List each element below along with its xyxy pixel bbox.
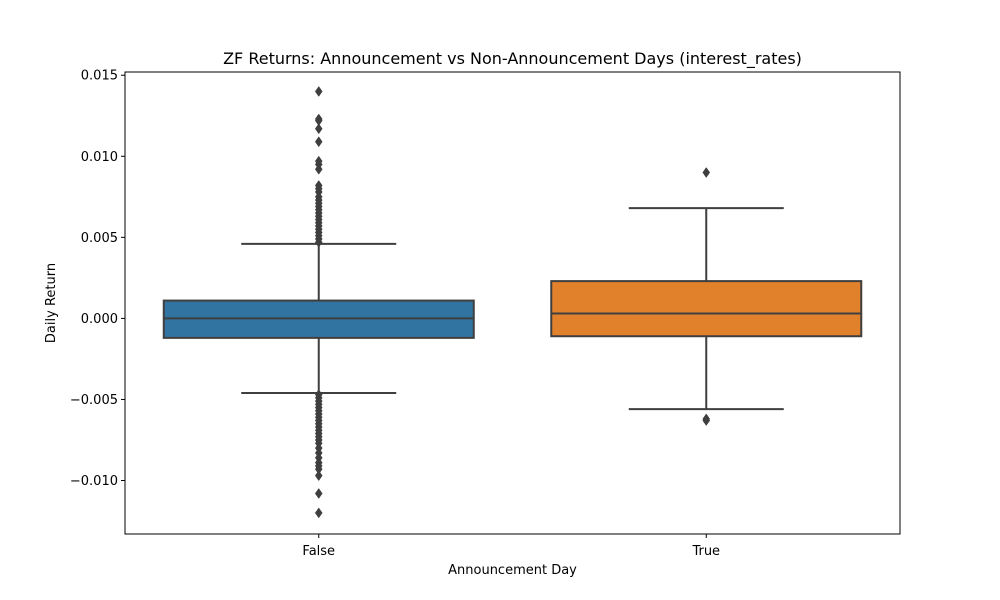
outlier-point — [314, 86, 323, 97]
y-tick-label: −0.005 — [70, 393, 118, 408]
outlier-point — [702, 415, 711, 426]
boxes-layer — [162, 86, 863, 519]
y-tick-label: 0.005 — [81, 231, 118, 246]
y-tick-label: 0.015 — [81, 69, 118, 84]
y-tick-label: −0.010 — [70, 474, 118, 489]
y-tick-label: 0.000 — [81, 312, 118, 327]
outlier-point — [702, 167, 711, 178]
outlier-point — [314, 470, 323, 482]
x-axis-label: Announcement Day — [448, 563, 577, 578]
outlier-point — [314, 163, 323, 175]
x-axis: False True — [302, 534, 720, 559]
outlier-point — [314, 136, 323, 148]
y-tick-label: 0.010 — [81, 150, 118, 165]
outlier-point — [314, 123, 323, 135]
plot-frame — [124, 71, 901, 535]
y-axis-label: Daily Return — [44, 263, 59, 343]
y-axis: −0.010 −0.005 0.000 0.005 0.010 0.015 — [70, 69, 125, 489]
x-tick-label: False — [302, 544, 335, 559]
box-group-false — [162, 86, 475, 519]
chart-title: ZF Returns: Announcement vs Non-Announce… — [223, 49, 802, 69]
outlier-point — [314, 488, 323, 499]
outlier-point — [314, 507, 323, 519]
x-tick-label: True — [691, 544, 720, 559]
box-group-true — [550, 167, 863, 426]
outlier-point — [314, 236, 323, 248]
box-iqr — [550, 280, 863, 338]
